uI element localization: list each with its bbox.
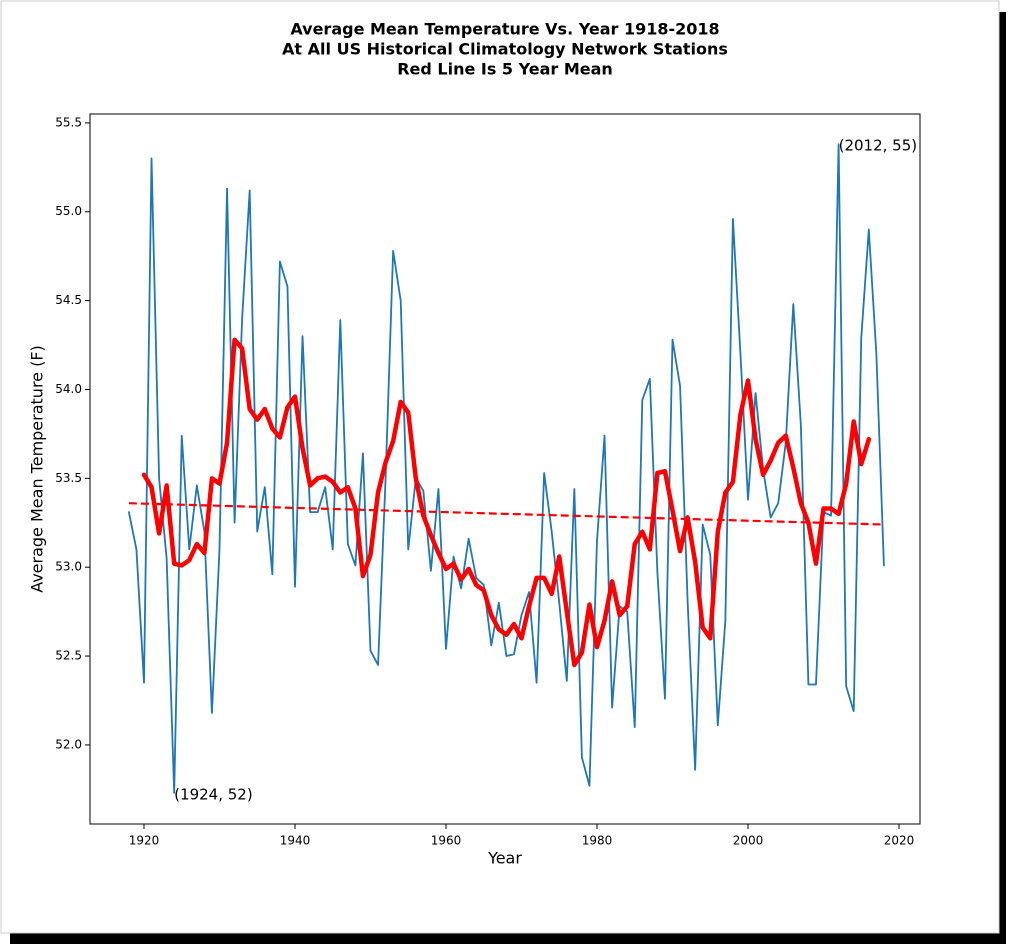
chart-title: At All US Historical Climatology Network… — [282, 40, 728, 59]
plot-frame — [89, 113, 921, 825]
y-tick-label: 53.0 — [55, 560, 82, 574]
annotation: (1924, 52) — [174, 785, 253, 803]
y-axis-label: Average Mean Temperature (F) — [28, 345, 47, 593]
x-tick-label: 1940 — [280, 834, 311, 848]
y-tick-label: 55.0 — [55, 204, 82, 218]
x-tick-label: 2000 — [733, 834, 764, 848]
x-tick-label: 1920 — [129, 834, 160, 848]
x-tick-label: 1960 — [431, 834, 462, 848]
y-tick-label: 55.5 — [55, 115, 82, 129]
y-tick-label: 54.0 — [55, 382, 82, 396]
y-tick-label: 54.5 — [55, 293, 82, 307]
chart-title: Red Line Is 5 Year Mean — [397, 60, 613, 79]
y-tick-label: 52.5 — [55, 649, 82, 663]
x-tick-label: 2020 — [884, 834, 915, 848]
y-tick-label: 53.5 — [55, 471, 82, 485]
x-axis-label: Year — [487, 849, 522, 868]
data-line — [141, 337, 872, 668]
y-tick-label: 52.0 — [55, 737, 82, 751]
x-tick-label: 1980 — [582, 834, 613, 848]
trend-line — [128, 502, 884, 526]
annotation: (2012, 55) — [839, 137, 918, 155]
chart-title: Average Mean Temperature Vs. Year 1918-2… — [290, 20, 719, 39]
